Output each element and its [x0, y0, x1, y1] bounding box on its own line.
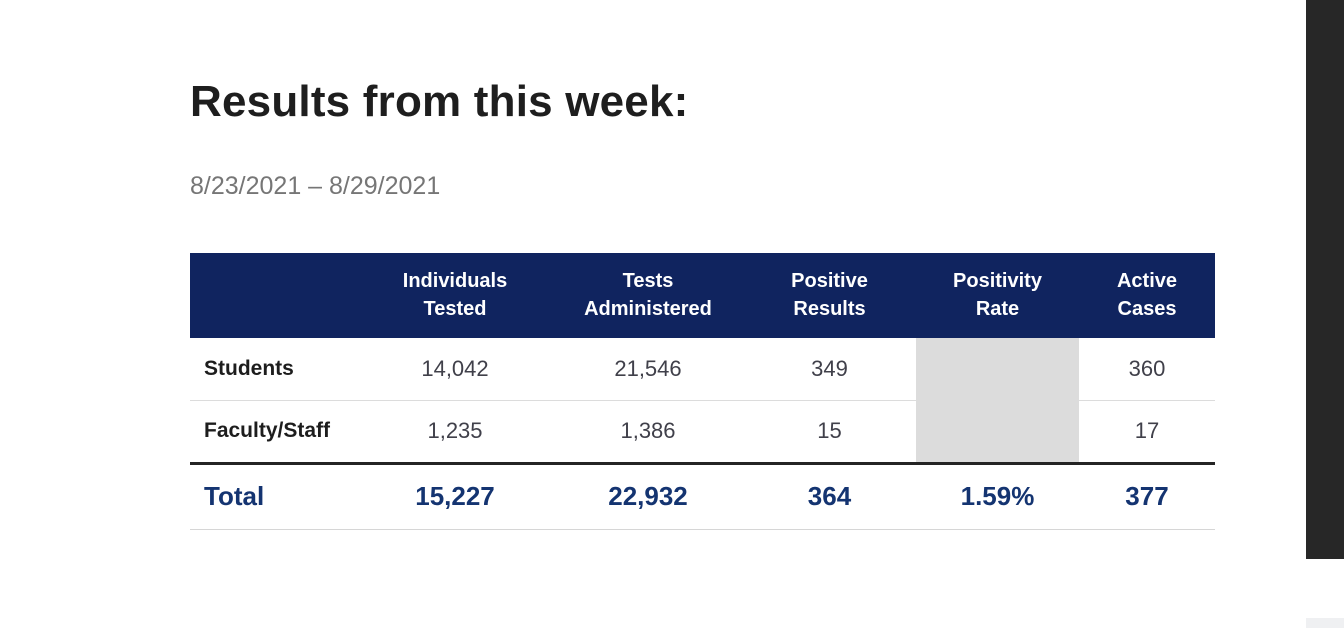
total-active-cases: 377: [1079, 461, 1215, 530]
students-individuals-tested: 14,042: [357, 337, 553, 401]
results-table: Individuals Tested Tests Administered Po…: [190, 252, 1215, 530]
faculty-positive-results: 15: [743, 400, 916, 464]
right-dark-panel: [1306, 0, 1344, 559]
blank-positivity-rate-cell: [916, 337, 1079, 464]
results-table-body: Students 14,042 21,546 349 360 Faculty/S…: [190, 337, 1215, 464]
date-range: 8/23/2021 – 8/29/2021: [190, 171, 441, 200]
faculty-individuals-tested: 1,235: [357, 400, 553, 464]
header-cell-tests-administered: Tests Administered: [553, 252, 743, 338]
table-row-students: Students 14,042 21,546 349 360: [190, 337, 1215, 464]
results-table-header: Individuals Tested Tests Administered Po…: [190, 252, 1215, 338]
total-tests-administered: 22,932: [553, 461, 743, 530]
header-cell-individuals-tested: Individuals Tested: [357, 252, 553, 338]
header-row: Individuals Tested Tests Administered Po…: [190, 252, 1215, 338]
total-individuals-tested: 15,227: [357, 461, 553, 530]
table-row-total: Total 15,227 22,932 364 1.59% 377: [190, 461, 1215, 530]
row-label-faculty-staff: Faculty/Staff: [190, 400, 357, 464]
header-cell-active-cases: Active Cases: [1079, 252, 1215, 338]
results-table-footer: Total 15,227 22,932 364 1.59% 377: [190, 461, 1215, 530]
row-label-total: Total: [190, 461, 357, 530]
main-content: Results from this week: 8/23/2021 – 8/29…: [190, 0, 1215, 530]
students-positive-results: 349: [743, 337, 916, 401]
header-cell-positive-results: Positive Results: [743, 252, 916, 338]
students-active-cases: 360: [1079, 337, 1215, 401]
page-title: Results from this week:: [190, 77, 689, 126]
header-cell-positivity-rate: Positivity Rate: [916, 252, 1079, 338]
total-positivity-rate: 1.59%: [916, 461, 1079, 530]
students-tests-administered: 21,546: [553, 337, 743, 401]
row-label-students: Students: [190, 337, 357, 401]
header-cell-empty: [190, 252, 357, 338]
faculty-active-cases: 17: [1079, 400, 1215, 464]
faculty-tests-administered: 1,386: [553, 400, 743, 464]
bottom-right-gray-patch: [1306, 618, 1344, 628]
total-positive-results: 364: [743, 461, 916, 530]
